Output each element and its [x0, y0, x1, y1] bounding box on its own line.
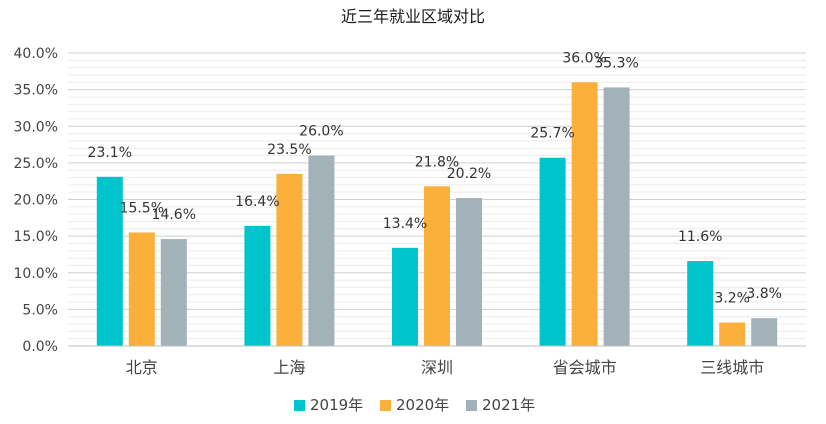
bar [456, 198, 482, 346]
data-label: 3.8% [746, 286, 782, 302]
data-label: 3.2% [714, 291, 750, 307]
y-tick-label: 25.0% [14, 156, 58, 172]
y-tick-label: 30.0% [14, 119, 58, 135]
bar [308, 155, 335, 346]
y-tick-label: 40.0% [14, 46, 58, 62]
data-label: 13.4% [383, 216, 427, 232]
x-category-label: 上海 [273, 358, 305, 377]
y-tick-label: 10.0% [14, 266, 58, 282]
data-label: 26.0% [299, 124, 343, 140]
legend-label: 2021年 [482, 396, 535, 414]
bar [719, 322, 746, 346]
legend-swatch [466, 400, 477, 411]
bars [96, 82, 778, 347]
data-label: 21.8% [415, 154, 459, 170]
data-label: 16.4% [235, 194, 279, 210]
data-label: 23.1% [88, 145, 132, 161]
y-axis: 0.0% 5.0% 10.0% 15.0% 20.0% 25.0% 30.0% 35.0% 40… [14, 46, 58, 355]
x-category-label: 三线城市 [700, 358, 764, 377]
data-label: 35.3% [594, 55, 638, 71]
bar [128, 232, 155, 346]
y-tick-label: 5.0% [22, 302, 58, 318]
bar [539, 157, 566, 346]
y-tick-label: 15.0% [14, 229, 58, 245]
y-tick-label: 0.0% [22, 339, 58, 355]
legend: 2019年 2020年 2021年 [294, 396, 535, 414]
bar [276, 173, 303, 346]
bar [244, 225, 271, 346]
legend-swatch [380, 400, 391, 411]
data-label: 11.6% [678, 229, 722, 245]
data-label: 15.5% [120, 200, 164, 216]
legend-label: 2020年 [396, 396, 449, 414]
bar [96, 176, 123, 346]
data-label: 25.7% [530, 126, 574, 142]
legend-label: 2019年 [310, 396, 363, 414]
bar [160, 239, 187, 346]
y-tick-label: 20.0% [14, 193, 58, 209]
bar [751, 318, 778, 346]
data-label: 36.0% [562, 50, 606, 66]
x-category-label: 深圳 [421, 358, 453, 377]
data-labels: 23.1% 15.5%14.6% 16.4% 23.5% 26.0% 13.4% 21.8%… [88, 50, 782, 306]
bar [687, 261, 714, 346]
y-tick-label: 35.0% [14, 83, 58, 99]
data-label: 14.6% [152, 207, 196, 223]
data-label: 20.2% [447, 166, 491, 182]
chart-title: 近三年就业区域对比 [341, 7, 485, 26]
x-category-label: 北京 [126, 358, 158, 377]
data-label: 23.5% [267, 142, 311, 158]
bar [424, 186, 450, 346]
bar [392, 247, 418, 346]
x-category-label: 省会城市 [553, 358, 617, 377]
bar [571, 82, 598, 347]
x-axis: 北京 上海 深圳 省会城市 三线城市 [68, 345, 806, 377]
legend-swatch [294, 400, 305, 411]
bar [603, 87, 630, 347]
